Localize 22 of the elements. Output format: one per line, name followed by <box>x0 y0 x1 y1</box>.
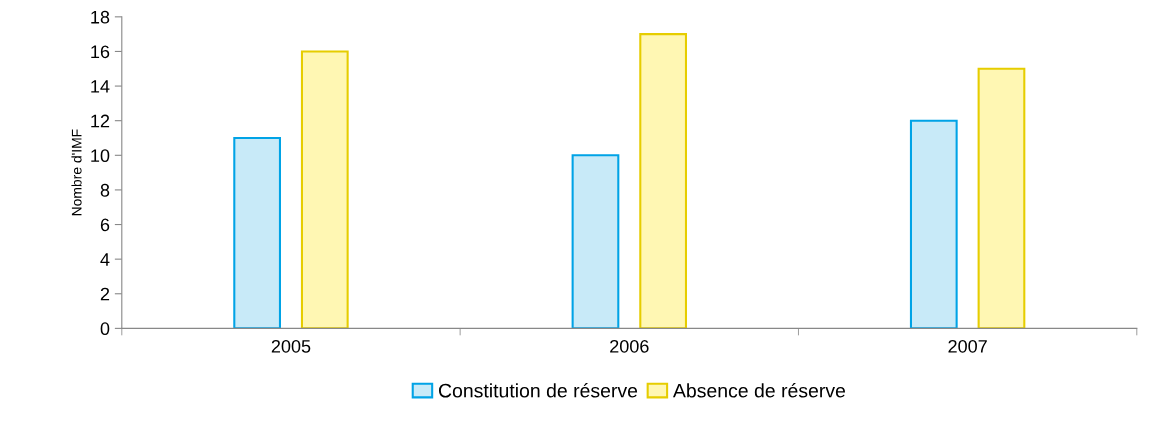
y-tick-label: 12 <box>91 114 110 128</box>
y-axis-title: Nombre d'IMF <box>71 129 82 216</box>
y-tick-label: 14 <box>91 80 110 93</box>
x-tick-label: 2007 <box>948 339 987 353</box>
bar <box>977 67 1026 329</box>
bar <box>571 154 620 329</box>
y-tick-label: 18 <box>91 10 110 24</box>
y-tick-label: 2 <box>100 287 110 301</box>
bar <box>639 33 688 329</box>
legend-label: Constitution de réserve <box>438 383 638 398</box>
y-tick-label: 6 <box>100 218 110 232</box>
bar <box>909 119 958 329</box>
bar <box>233 136 282 329</box>
x-tick-label: 2006 <box>610 339 649 353</box>
y-tick-label: 10 <box>91 149 110 163</box>
legend-label: Absence de réserve <box>672 383 846 398</box>
y-tick-label: 8 <box>100 183 110 197</box>
x-tick-label: 2005 <box>271 339 311 353</box>
y-tick-label: 16 <box>91 45 110 59</box>
bar <box>300 50 349 329</box>
y-tick-label: 4 <box>100 253 110 266</box>
y-tick-label: 0 <box>100 322 110 336</box>
